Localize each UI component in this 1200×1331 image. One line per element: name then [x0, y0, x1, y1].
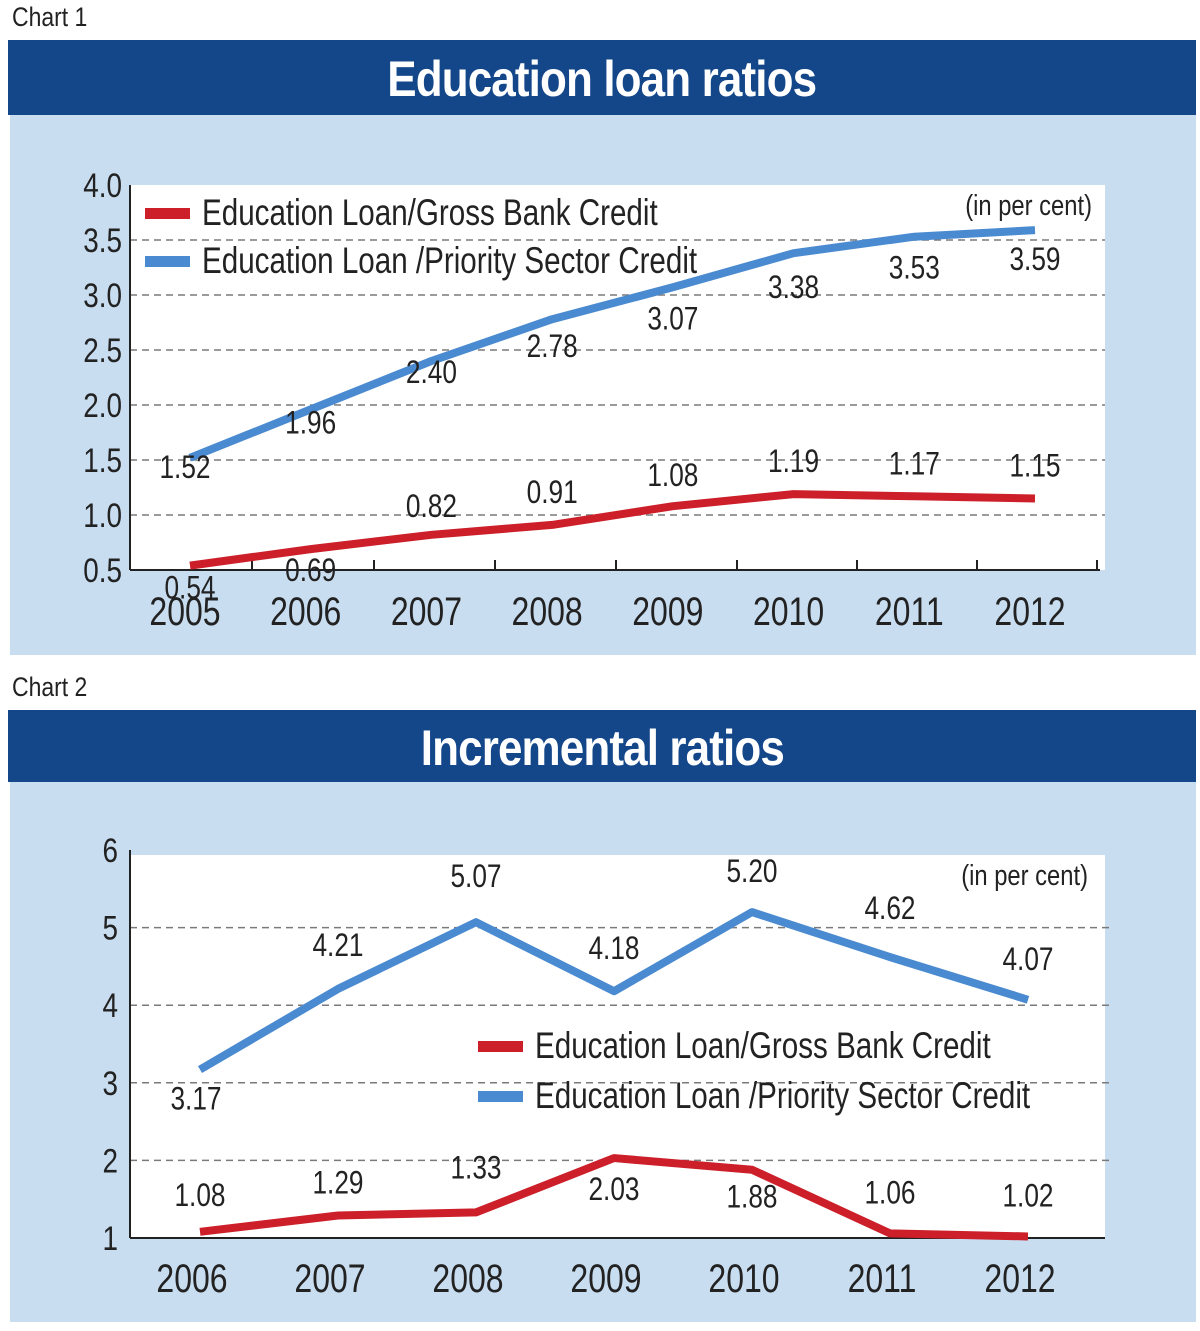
- data-label: 1.96: [285, 406, 336, 441]
- chart-2-title-bar: Incremental ratios: [8, 710, 1196, 782]
- legend-swatch: [145, 208, 190, 219]
- data-label: 2.78: [527, 330, 578, 365]
- data-label: 3.17: [170, 1082, 221, 1117]
- x-tick-label: 2011: [848, 1256, 917, 1301]
- data-label: 1.33: [450, 1151, 501, 1186]
- data-label: 1.02: [1002, 1179, 1053, 1214]
- unit-note: (in per cent): [961, 859, 1088, 892]
- data-label: 2.03: [588, 1173, 639, 1208]
- x-tick-label: 2010: [753, 589, 824, 634]
- series-line: [197, 908, 1030, 1074]
- data-label: 5.20: [726, 855, 777, 890]
- y-tick-label: 4: [102, 987, 118, 1025]
- y-tick-label: 1: [102, 1219, 118, 1257]
- x-tick-label: 2005: [149, 589, 220, 634]
- data-label: 3.59: [1009, 243, 1060, 278]
- data-label: 1.15: [1009, 449, 1060, 484]
- data-label: 1.52: [159, 450, 210, 485]
- y-tick-label: 2: [102, 1142, 118, 1180]
- series-line: [189, 490, 1036, 570]
- chart-2-title: Incremental ratios: [420, 720, 784, 776]
- x-tick-label: 2009: [632, 589, 703, 634]
- legend-swatch: [478, 1091, 523, 1102]
- data-label: 1.08: [174, 1178, 225, 1213]
- data-label: 4.62: [864, 892, 915, 927]
- data-label: 1.08: [647, 459, 698, 494]
- unit-note: (in per cent): [965, 189, 1092, 222]
- data-label: 4.18: [588, 932, 639, 967]
- data-label: 1.29: [312, 1166, 363, 1201]
- y-tick-label: 5: [102, 909, 118, 947]
- legend-swatch: [145, 256, 190, 267]
- x-tick-label: 2009: [570, 1256, 641, 1301]
- data-label: 0.91: [527, 476, 578, 511]
- x-tick-label: 2012: [984, 1256, 1055, 1301]
- data-label: 1.88: [726, 1180, 777, 1215]
- x-tick-label: 2008: [432, 1256, 503, 1301]
- y-tick-label: 3: [102, 1064, 118, 1102]
- data-label: 3.53: [889, 251, 940, 286]
- data-label: 0.54: [164, 571, 215, 606]
- x-tick-label: 2006: [270, 589, 341, 634]
- y-tick-label: 4.0: [83, 166, 122, 204]
- chart-1-title-bar: Education loan ratios: [8, 40, 1196, 115]
- data-label: 3.07: [647, 302, 698, 337]
- plot-area: [130, 855, 1105, 1238]
- x-tick-label: 2007: [294, 1256, 365, 1301]
- y-tick-label: 3.5: [83, 221, 122, 259]
- x-tick-label: 2012: [994, 589, 1065, 634]
- chart-1-title: Education loan ratios: [387, 51, 818, 107]
- data-label: 3.38: [768, 271, 819, 306]
- y-tick-label: 2.5: [83, 331, 122, 369]
- y-tick-label: 6: [102, 831, 118, 869]
- x-tick-label: 2007: [391, 589, 462, 634]
- x-tick-label: 2008: [512, 589, 583, 634]
- data-label: 1.19: [768, 445, 819, 480]
- y-tick-label: 1.5: [83, 441, 122, 479]
- y-tick-label: 2.0: [83, 386, 122, 424]
- data-label: 4.07: [1002, 942, 1053, 977]
- legend-label: Education Loan /Priority Sector Credit: [202, 241, 698, 282]
- data-label: 0.82: [406, 489, 457, 524]
- x-tick-label: 2006: [156, 1256, 227, 1301]
- chart-1-label: Chart 1: [12, 2, 88, 32]
- chart-2-label: Chart 2: [12, 672, 88, 702]
- y-tick-label: 1.0: [83, 496, 122, 534]
- series-line: [199, 1154, 1029, 1241]
- data-label: 2.40: [406, 356, 457, 391]
- data-label: 5.07: [450, 860, 501, 895]
- legend-swatch: [478, 1041, 523, 1052]
- legend-label: Education Loan/Gross Bank Credit: [535, 1026, 991, 1067]
- plot-area: [130, 185, 1105, 570]
- y-tick-label: 0.5: [83, 551, 122, 589]
- data-label: 1.17: [889, 447, 940, 482]
- series-line: [188, 226, 1036, 462]
- x-tick-label: 2010: [708, 1256, 779, 1301]
- y-tick-label: 3.0: [83, 276, 122, 314]
- legend-label: Education Loan /Priority Sector Credit: [535, 1076, 1031, 1117]
- x-tick-label: 2011: [875, 589, 944, 634]
- data-label: 1.06: [864, 1176, 915, 1211]
- data-label: 0.69: [285, 554, 336, 589]
- data-label: 4.21: [312, 929, 363, 964]
- legend-label: Education Loan/Gross Bank Credit: [202, 193, 658, 234]
